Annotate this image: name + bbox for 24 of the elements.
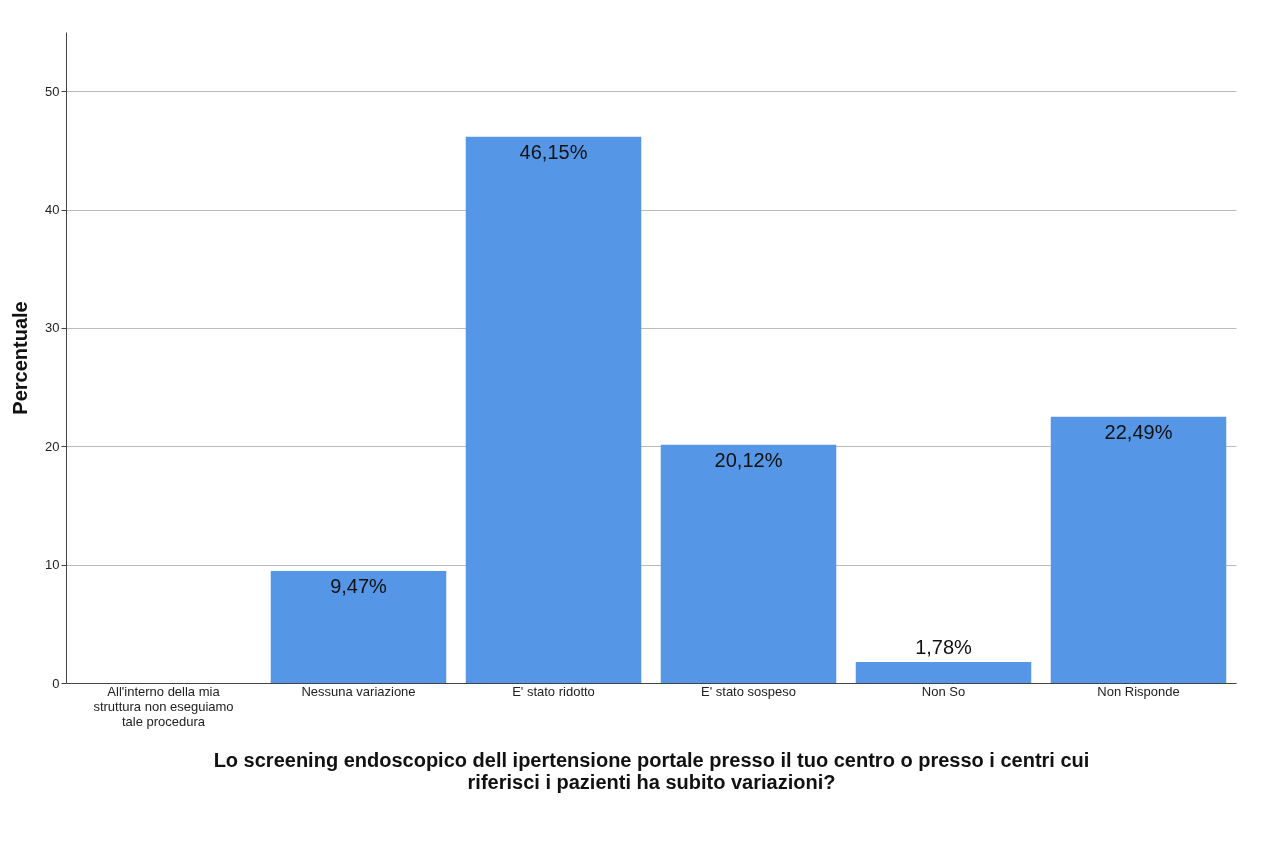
x-tick-label: Nessuna variazione bbox=[301, 683, 416, 699]
y-tick-label: 0 bbox=[52, 675, 60, 691]
data-label: 22,49% bbox=[1104, 420, 1173, 443]
y-tick-label: 50 bbox=[45, 83, 60, 99]
bar bbox=[465, 136, 642, 683]
y-tick-label: 10 bbox=[45, 557, 60, 573]
y-axis-title: Percentuale bbox=[9, 301, 32, 415]
x-tick-label: All'interno della mia struttura non eseguiamo tale procedura bbox=[93, 683, 234, 729]
x-axis-title: Lo screening endoscopico dell ipertensione portale presso il tuo centro o presso i centri cui riferisci i pazienti ha subito variazioni? bbox=[213, 748, 1090, 793]
data-label: 9,47% bbox=[330, 574, 388, 597]
bar bbox=[1050, 416, 1227, 683]
data-label: 1,78% bbox=[915, 635, 973, 658]
bar bbox=[270, 570, 447, 683]
data-label: 20,12% bbox=[714, 448, 783, 471]
y-tick-label: 30 bbox=[45, 320, 60, 336]
x-tick-label: Non So bbox=[921, 683, 966, 699]
x-tick-label: Non Risponde bbox=[1097, 683, 1180, 699]
y-tick-label: 40 bbox=[45, 202, 60, 218]
bar bbox=[660, 444, 837, 683]
y-tick-label: 20 bbox=[45, 438, 60, 454]
x-tick-label: E' stato ridotto bbox=[512, 683, 595, 699]
bar bbox=[855, 661, 1032, 683]
x-tick-label: E' stato sospeso bbox=[701, 683, 796, 699]
data-label: 46,15% bbox=[519, 140, 588, 163]
